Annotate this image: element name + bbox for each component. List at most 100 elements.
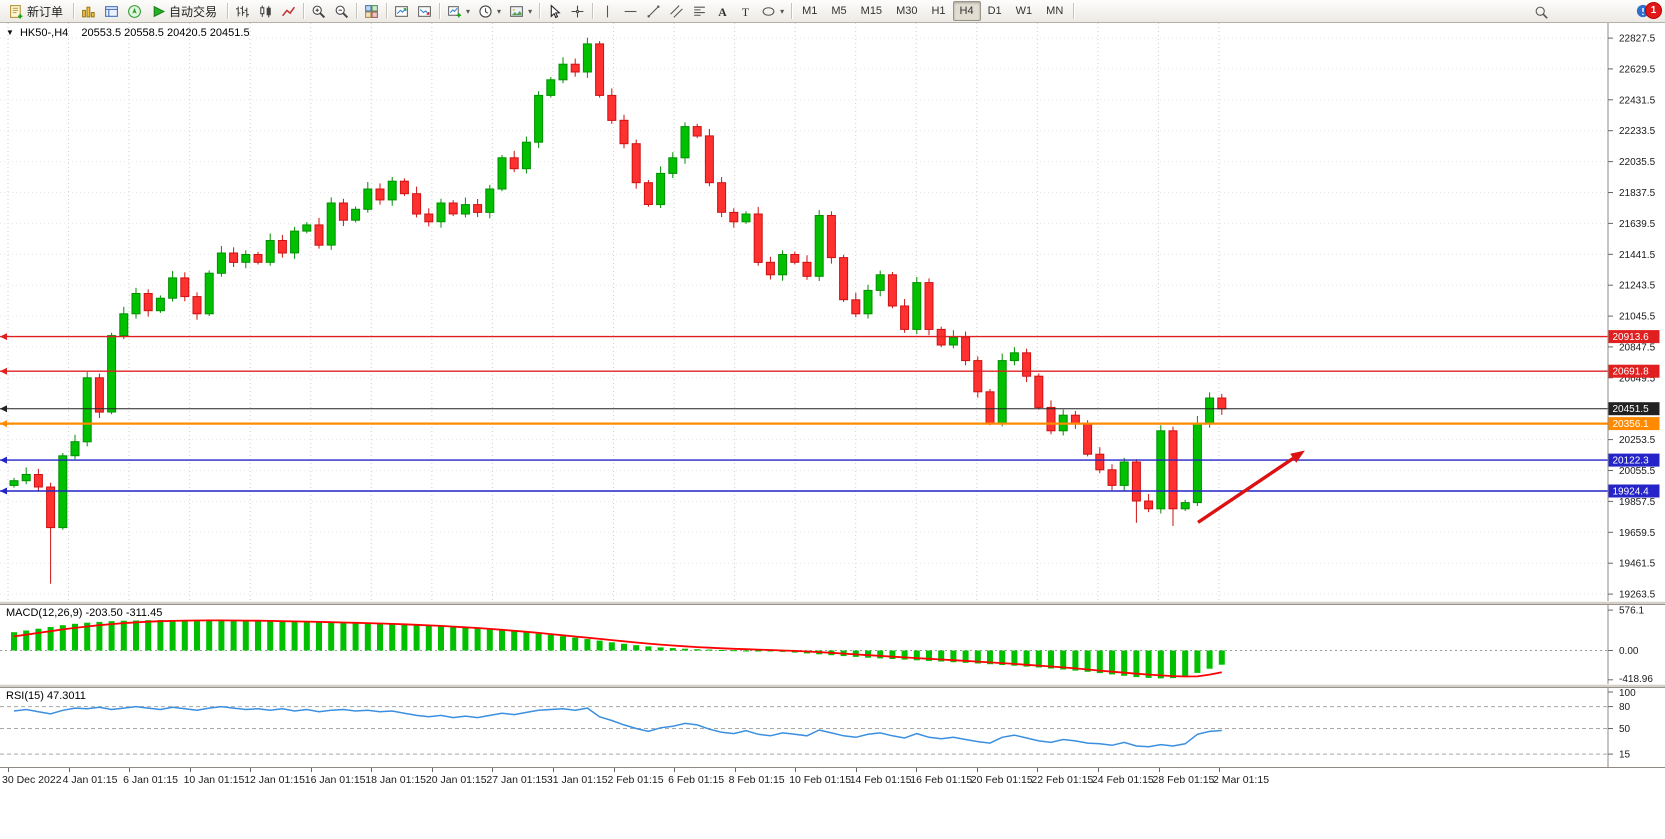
svg-text:20122.3: 20122.3 xyxy=(1613,456,1650,467)
vertical-line-button[interactable] xyxy=(596,1,619,21)
svg-text:22431.5: 22431.5 xyxy=(1619,95,1656,106)
template-button[interactable]: ▾ xyxy=(505,1,536,21)
hline-icon xyxy=(623,4,638,19)
price-chart-canvas[interactable]: 22827.5 22629.5 22431.5 22233.5 22035.5 21837… xyxy=(0,23,1665,601)
collapse-icon[interactable]: ▼ xyxy=(6,28,14,37)
period-selector-button[interactable]: ▾ xyxy=(474,1,505,21)
svg-text:19263.5: 19263.5 xyxy=(1619,590,1656,601)
main-chart-panel[interactable]: 22827.5 22629.5 22431.5 22233.5 22035.5 21837… xyxy=(0,23,1665,601)
label-icon: T xyxy=(738,4,753,19)
time-label: 16 Feb 01:15 xyxy=(910,774,973,786)
rsi-header: RSI(15) 47.3011 xyxy=(6,690,86,702)
tf-m30-button[interactable]: M30 xyxy=(889,1,924,21)
notification-area[interactable]: 1 xyxy=(1636,2,1662,21)
toolbar-separator xyxy=(791,3,793,19)
svg-text:80: 80 xyxy=(1619,702,1631,713)
toolbar-separator xyxy=(303,3,305,19)
new-order-icon xyxy=(9,4,24,19)
svg-text:21441.5: 21441.5 xyxy=(1619,250,1656,261)
fibonacci-button[interactable] xyxy=(688,1,711,21)
chevron-down-icon: ▾ xyxy=(528,6,533,16)
macd-splitter[interactable] xyxy=(0,601,1665,605)
time-tick xyxy=(250,768,252,772)
time-axis[interactable]: 30 Dec 2022 4 Jan 01:15 6 Jan 01:15 10 Jan … xyxy=(0,767,1665,791)
data-window-button[interactable] xyxy=(100,1,123,21)
bar-chart-icon xyxy=(235,4,250,19)
macd-canvas[interactable]: 576.1 0.00 -418.96 xyxy=(0,605,1665,685)
time-tick xyxy=(613,768,615,772)
new-order-button[interactable]: 新订单 xyxy=(4,1,70,21)
cursor-button[interactable] xyxy=(543,1,566,21)
tf-m30-button-label: M30 xyxy=(896,5,918,17)
svg-text:21639.5: 21639.5 xyxy=(1619,219,1656,230)
rsi-splitter[interactable] xyxy=(0,684,1665,688)
new-chart-button[interactable]: ▾ xyxy=(443,1,474,21)
trendline-button[interactable] xyxy=(642,1,665,21)
horizontal-line-button[interactable] xyxy=(619,1,642,21)
time-tick xyxy=(129,768,131,772)
tf-m1-button[interactable]: M1 xyxy=(795,1,824,21)
tf-d1-button[interactable]: D1 xyxy=(981,1,1009,21)
chart-up-icon xyxy=(394,4,409,19)
arrange-down-button[interactable] xyxy=(413,1,436,21)
rsi-canvas[interactable]: 100 80 50 15 xyxy=(0,688,1665,767)
search-button[interactable] xyxy=(1530,2,1553,22)
svg-text:20649.5: 20649.5 xyxy=(1619,373,1656,384)
zoom-out-button[interactable] xyxy=(330,1,353,21)
label-button[interactable]: T xyxy=(734,1,757,21)
toolbar-separator xyxy=(386,3,388,19)
time-tick xyxy=(310,768,312,772)
arrange-up-button[interactable] xyxy=(390,1,413,21)
crosshair-button[interactable] xyxy=(566,1,589,21)
bar-chart-button[interactable] xyxy=(231,1,254,21)
chart-down-icon xyxy=(417,4,432,19)
tf-h4-button[interactable]: H4 xyxy=(952,1,981,21)
toolbar-separator xyxy=(592,3,594,19)
navigator-button[interactable] xyxy=(123,1,146,21)
autotrading-button[interactable]: 自动交易 xyxy=(146,1,224,21)
time-tick xyxy=(1097,768,1099,772)
svg-text:20356.1: 20356.1 xyxy=(1613,419,1650,430)
zoom-in-icon xyxy=(311,4,326,19)
tf-mn-button[interactable]: MN xyxy=(1039,1,1070,21)
autotrading-icon xyxy=(151,4,166,19)
candle-chart-button[interactable] xyxy=(254,1,277,21)
tf-m15-button[interactable]: M15 xyxy=(854,1,889,21)
time-label: 20 Jan 01:15 xyxy=(425,774,487,786)
data-window-icon xyxy=(104,4,119,19)
time-label: 27 Jan 01:15 xyxy=(486,774,548,786)
channel-button[interactable] xyxy=(665,1,688,21)
line-chart-button[interactable] xyxy=(277,1,300,21)
notification-badge[interactable]: 1 xyxy=(1645,2,1662,19)
toolbar-separator xyxy=(539,3,541,19)
rsi-panel[interactable]: 100 80 50 15 RSI(15) 47.3011 xyxy=(0,688,1665,767)
market-watch-button[interactable] xyxy=(77,1,100,21)
new-chart-icon xyxy=(447,4,462,19)
template-icon xyxy=(509,4,524,19)
svg-text:15: 15 xyxy=(1619,750,1631,761)
tile-windows-icon xyxy=(364,4,379,19)
time-tick xyxy=(1158,768,1160,772)
zoom-in-button[interactable] xyxy=(307,1,330,21)
tf-w1-button[interactable]: W1 xyxy=(1009,1,1040,21)
shapes-button[interactable]: ▾ xyxy=(757,1,788,21)
svg-text:21837.5: 21837.5 xyxy=(1619,188,1656,199)
text-button[interactable]: A xyxy=(711,1,734,21)
time-tick xyxy=(1037,768,1039,772)
time-tick xyxy=(371,768,373,772)
svg-text:21045.5: 21045.5 xyxy=(1619,312,1656,323)
ohlc-values: 20553.5 20558.5 20420.5 20451.5 xyxy=(81,27,250,39)
cursor-icon xyxy=(547,3,562,19)
svg-text:0.00: 0.00 xyxy=(1619,646,1639,657)
macd-panel[interactable]: 576.1 0.00 -418.96 MACD(12,26,9) -203.50 -… xyxy=(0,605,1665,685)
tf-h1-button[interactable]: H1 xyxy=(924,1,952,21)
time-label: 10 Jan 01:15 xyxy=(183,774,245,786)
time-label: 22 Feb 01:15 xyxy=(1031,774,1094,786)
shapes-icon xyxy=(761,4,776,19)
toolbar-separator xyxy=(439,3,441,19)
time-label: 28 Feb 01:15 xyxy=(1152,774,1215,786)
svg-text:22827.5: 22827.5 xyxy=(1619,34,1656,45)
tf-m5-button[interactable]: M5 xyxy=(824,1,853,21)
tile-windows-button[interactable] xyxy=(360,1,383,21)
